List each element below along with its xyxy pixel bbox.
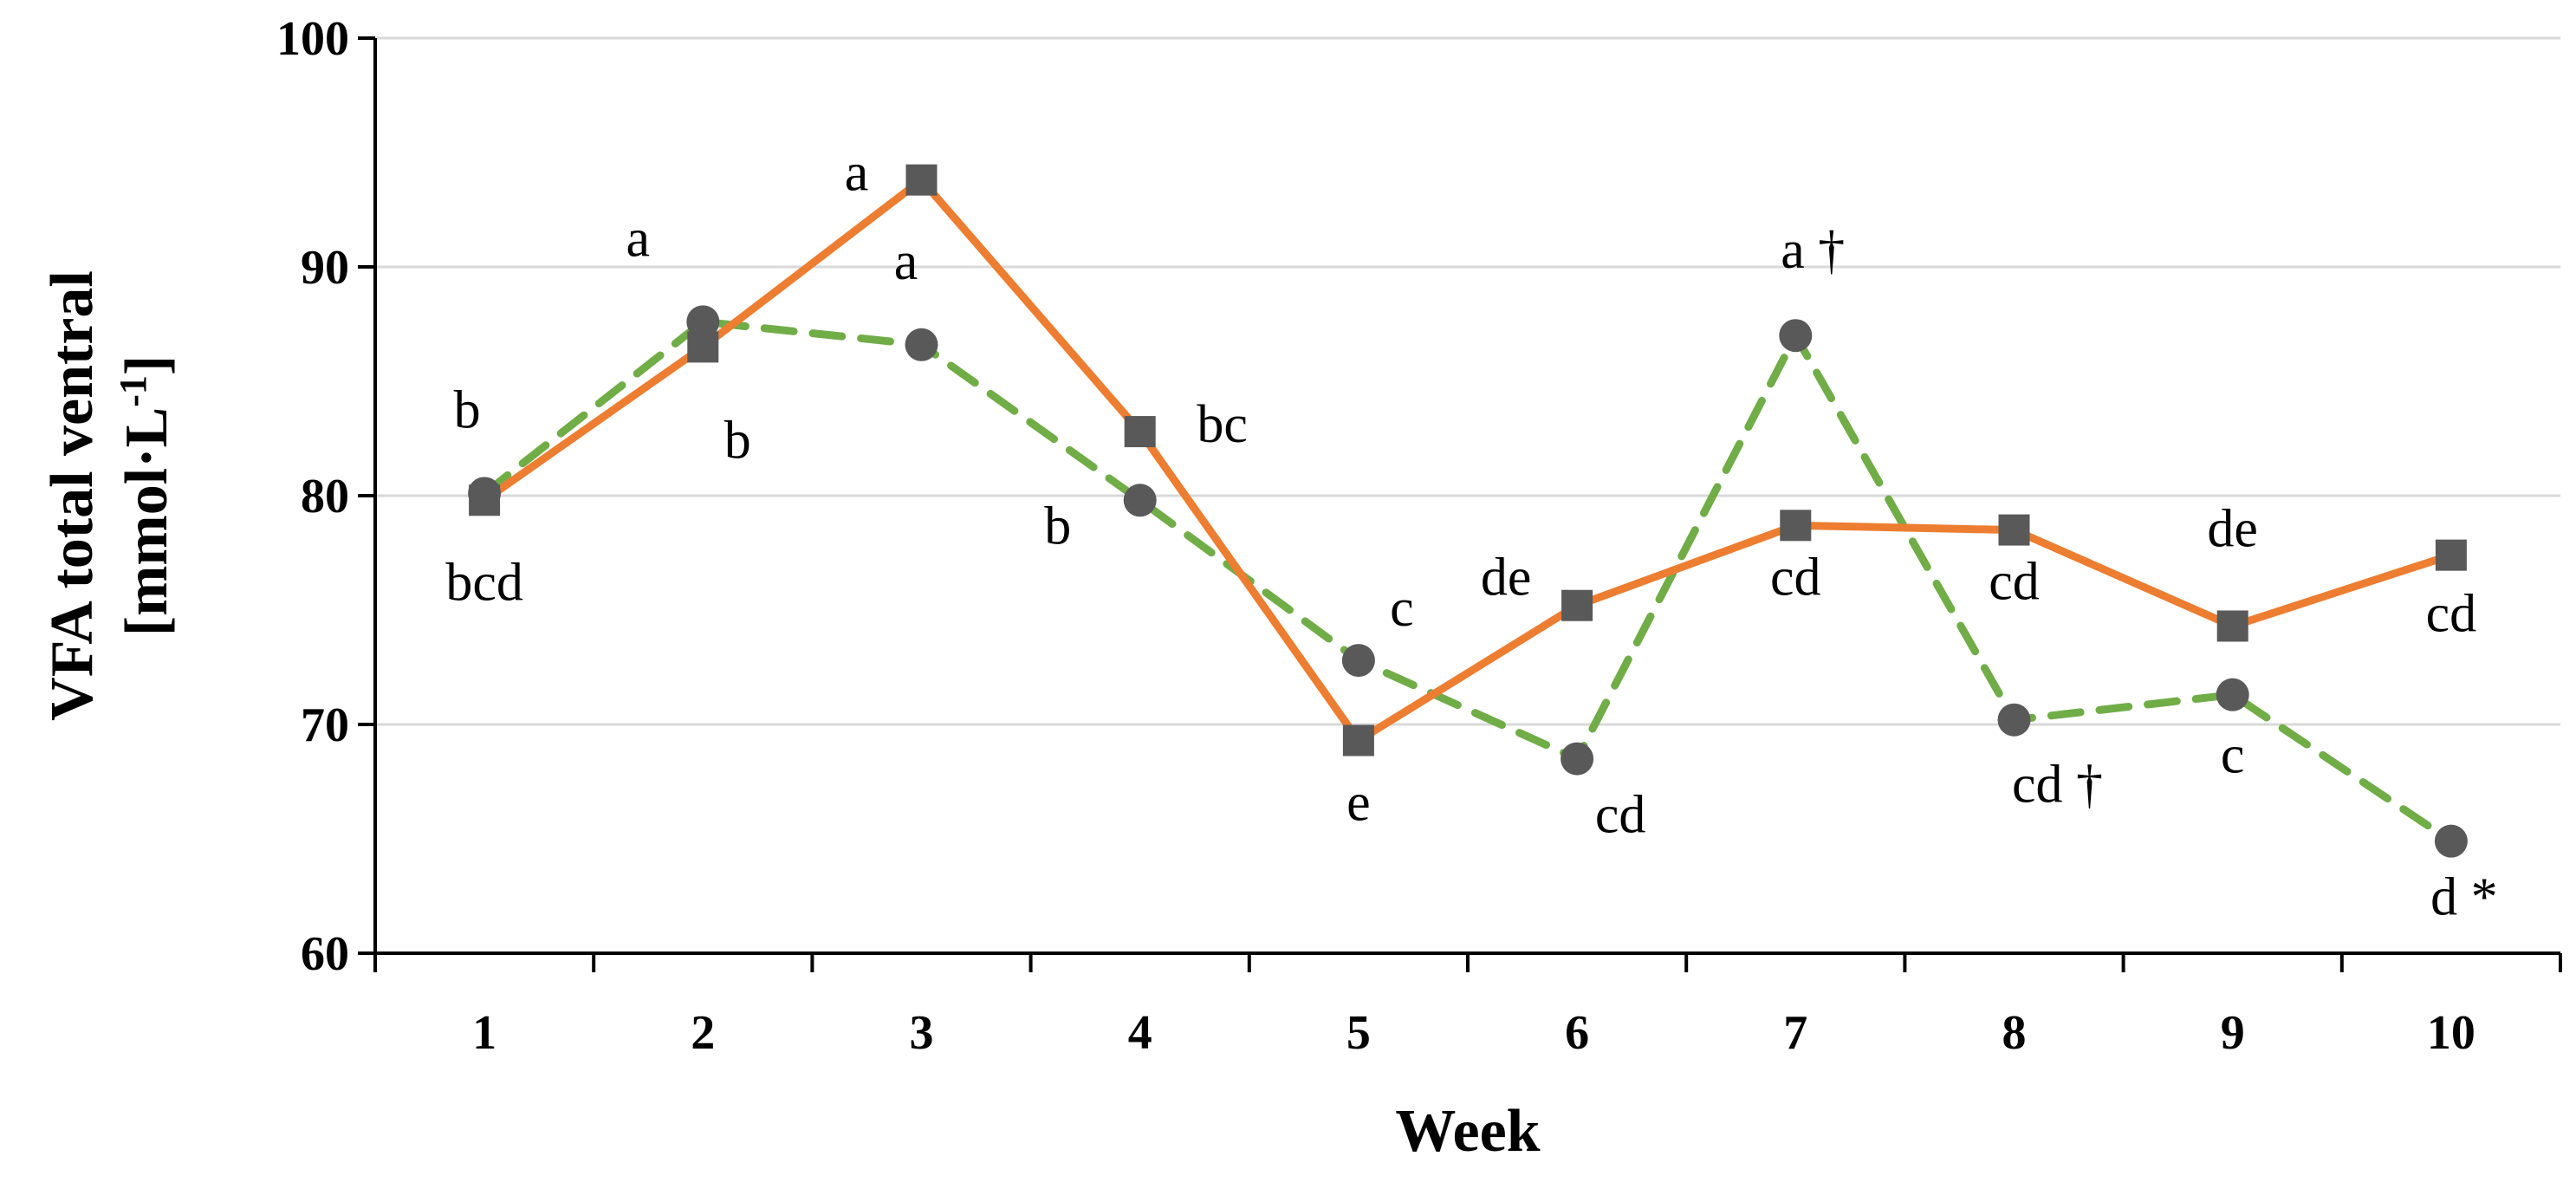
annotation-label: bc <box>1197 395 1248 454</box>
x-tick-label: 5 <box>1346 1006 1371 1060</box>
annotation-label: b <box>724 411 751 470</box>
circle-marker <box>1341 644 1375 678</box>
square-marker <box>2435 539 2467 571</box>
y-tick-label: 100 <box>276 12 349 66</box>
y-tick-label: 80 <box>301 470 349 523</box>
y-axis-unit-sup: -1 <box>112 375 154 407</box>
annotation-label: a <box>626 209 651 268</box>
annotation-label: cd <box>1595 786 1646 845</box>
annotation-label: a <box>845 144 869 203</box>
square-marker <box>2216 610 2248 642</box>
x-axis-ticks: 1 2 3 4 5 6 7 8 9 10 <box>373 953 2562 1060</box>
circle-marker <box>1561 742 1594 776</box>
annotation-label: cd <box>2426 585 2477 644</box>
x-tick-label: 4 <box>1128 1006 1152 1060</box>
y-axis-unit-close: ] <box>114 355 180 375</box>
square-marker <box>1780 510 1812 542</box>
y-tick-label: 70 <box>301 698 349 752</box>
x-tick-label: 3 <box>910 1006 934 1060</box>
x-tick-label: 9 <box>2221 1006 2245 1060</box>
x-tick-label: 2 <box>691 1006 715 1060</box>
gridlines <box>375 36 2560 726</box>
y-tick-label: 60 <box>301 927 349 981</box>
annotation-label: b <box>1044 497 1071 555</box>
x-tick-label: 1 <box>472 1006 496 1060</box>
y-axis-title-unit: [mmol·L-1] <box>112 355 180 636</box>
circle-marker <box>1123 484 1157 517</box>
annotation-label: c <box>2221 726 2245 785</box>
circle-marker <box>905 328 938 361</box>
annotation-label: de <box>1481 549 1532 607</box>
annotation-label: d * <box>2430 868 2498 927</box>
x-tick-label: 6 <box>1565 1006 1589 1060</box>
y-axis-title: VFA total ventral [mmol·L-1] <box>39 270 180 721</box>
annotation-label: cd <box>1989 553 2040 612</box>
square-marker <box>687 331 719 363</box>
annotation-label: cd † <box>2012 756 2103 815</box>
annotation-label: cd <box>1770 548 1821 607</box>
square-marker <box>905 164 938 196</box>
y-axis-ticks: 60 70 80 90 100 <box>276 12 375 981</box>
series-group <box>468 164 2468 858</box>
annotation-label: c <box>1390 579 1414 638</box>
annotation-label: a † <box>1781 221 1845 280</box>
square-marker <box>1124 416 1156 448</box>
circle-marker <box>2216 678 2249 711</box>
series-line-square-solid <box>482 176 2453 744</box>
annotation-label: e <box>1346 773 1371 832</box>
square-marker <box>1342 724 1374 757</box>
x-tick-label: 7 <box>1783 1006 1807 1060</box>
circle-marker <box>1997 703 2031 737</box>
y-tick-label: 90 <box>301 241 349 295</box>
circle-marker <box>686 305 720 339</box>
x-tick-label: 8 <box>2002 1006 2027 1060</box>
annotation-label: bcd <box>445 553 523 612</box>
square-marker <box>1561 589 1593 621</box>
square-marker <box>1998 514 2030 546</box>
circle-marker <box>1779 319 1813 353</box>
y-axis-unit-main: [mmol·L <box>114 407 180 636</box>
circle-marker <box>2434 824 2468 858</box>
annotation-label: b <box>454 380 481 439</box>
series-line-circle-dashed <box>480 317 2456 846</box>
x-axis-title: Week <box>1395 1098 1540 1165</box>
square-marker <box>469 484 501 516</box>
annotation-label: de <box>2207 499 2258 558</box>
y-axis-title-line1: VFA total ventral <box>39 270 106 721</box>
x-tick-label: 10 <box>2427 1006 2475 1060</box>
annotation-label: a <box>894 232 918 291</box>
